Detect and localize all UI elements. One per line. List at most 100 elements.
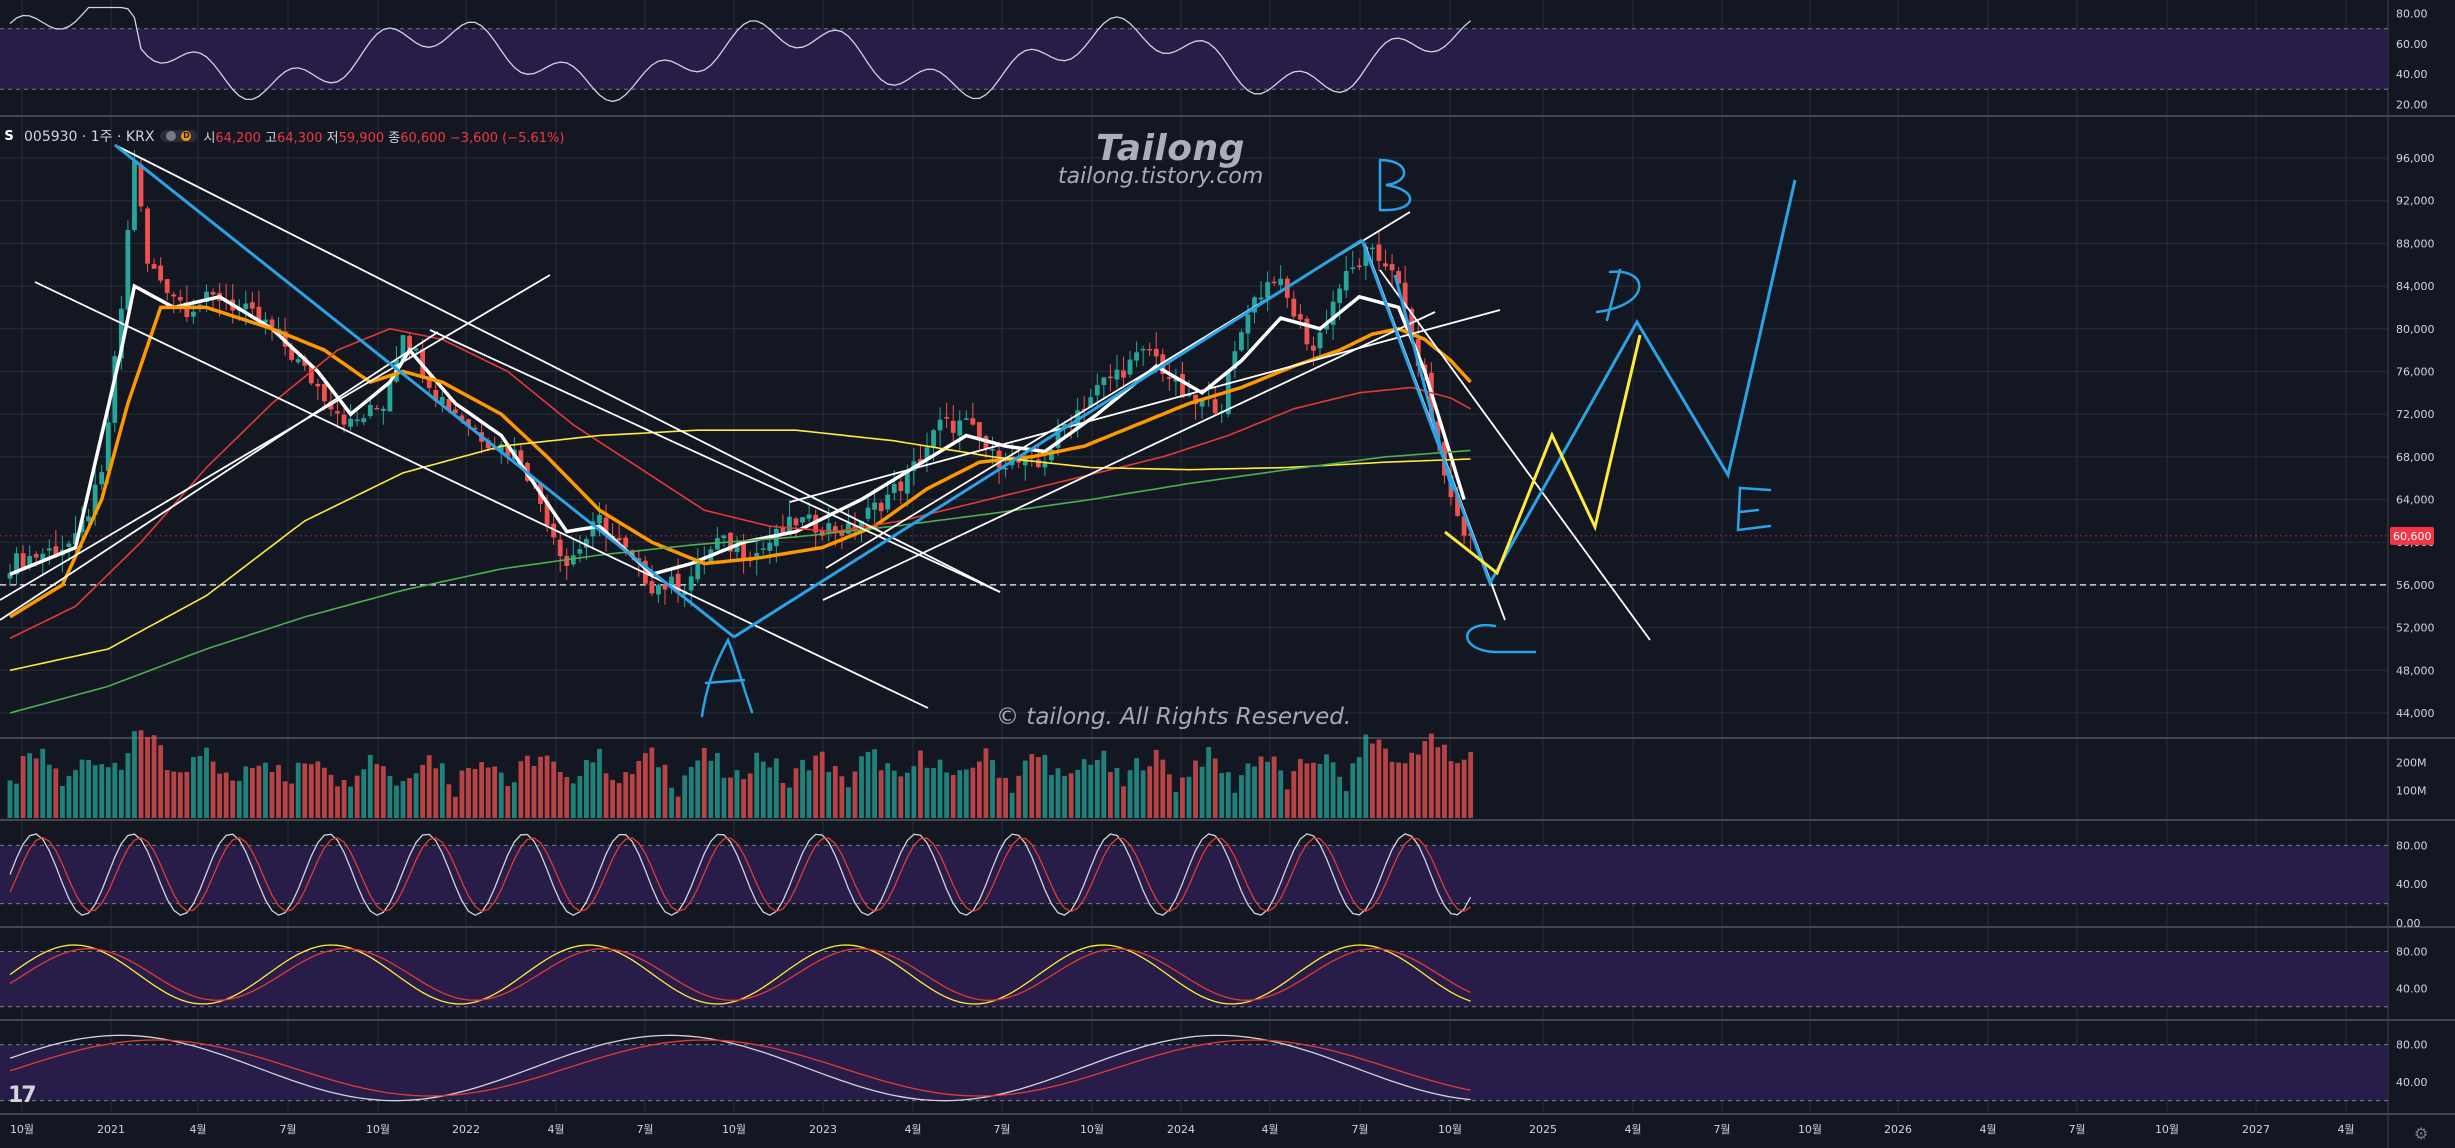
candle-body xyxy=(950,420,956,433)
volume-bar xyxy=(636,760,642,818)
volume-bar xyxy=(1173,792,1179,818)
candle-body xyxy=(688,576,694,591)
volume-bar xyxy=(171,771,177,818)
candle-body xyxy=(623,537,629,548)
candle-body xyxy=(433,390,439,401)
volume-bar xyxy=(728,777,733,818)
candle-body xyxy=(878,502,884,512)
x-tick-label: 4월 xyxy=(547,1123,564,1136)
candle-body xyxy=(544,501,550,526)
volume-bar xyxy=(27,753,33,818)
volume-bar xyxy=(944,772,950,818)
volume-bar xyxy=(269,772,275,818)
volume-bar xyxy=(1291,771,1297,818)
volume-bar xyxy=(498,772,504,818)
candle-body xyxy=(204,291,209,302)
volume-bar xyxy=(760,761,766,818)
volume-bars-group xyxy=(7,730,1474,818)
volume-bar xyxy=(204,747,209,818)
volume-bar xyxy=(191,757,196,818)
candle-body xyxy=(1055,427,1061,448)
moving-average-line xyxy=(9,305,1472,619)
candle-body xyxy=(891,483,897,493)
volume-bar xyxy=(184,771,190,818)
volume-bar xyxy=(918,750,923,818)
x-tick-label: 7월 xyxy=(2068,1123,2085,1136)
volume-bar xyxy=(66,776,72,818)
volume-tick-label: 200M xyxy=(2396,757,2427,770)
volume-bar xyxy=(341,780,347,818)
volume-bar xyxy=(446,784,452,818)
volume-bar xyxy=(747,773,753,818)
volume-bar xyxy=(669,787,674,818)
candle-body xyxy=(1212,399,1218,414)
candle-body xyxy=(649,581,655,594)
oscillator-tick-label: 80.00 xyxy=(2396,8,2428,21)
volume-bar xyxy=(1166,774,1172,818)
volume-bar xyxy=(1042,754,1048,818)
last-price-tag xyxy=(2390,526,2434,545)
settings-icon[interactable]: ⚙ xyxy=(2414,1124,2429,1143)
candle-body xyxy=(151,264,157,269)
volume-bar xyxy=(315,761,321,818)
candle-body xyxy=(1311,345,1316,351)
price-tick-label: 96,000 xyxy=(2396,152,2435,165)
trend-line xyxy=(34,281,929,709)
open-value: 64,200 xyxy=(215,130,261,146)
volume-bar xyxy=(708,760,714,818)
candle-body xyxy=(1245,314,1251,334)
volume-bar xyxy=(793,768,799,818)
volume-bar xyxy=(898,776,904,818)
candle-body xyxy=(1317,332,1323,349)
candle-body xyxy=(1370,247,1375,250)
candle-body xyxy=(780,527,786,534)
candle-body xyxy=(171,294,177,297)
candle-body xyxy=(505,445,511,457)
annotation-a-glyph xyxy=(700,637,754,718)
volume-bar xyxy=(145,737,150,818)
candle-body xyxy=(1337,288,1343,304)
candle-body xyxy=(819,530,825,536)
volume-bar xyxy=(924,767,930,818)
volume-bar xyxy=(92,765,98,818)
open-label: 시 xyxy=(203,130,216,146)
oscillator-tick-label: 40.00 xyxy=(2396,982,2428,995)
eye-icon[interactable] xyxy=(166,131,177,141)
visibility-pill[interactable]: D xyxy=(160,130,198,142)
volume-bar xyxy=(1153,749,1159,818)
volume-bar xyxy=(806,770,812,818)
volume-bar xyxy=(1206,746,1212,818)
candle-body xyxy=(1356,265,1362,267)
volume-bar xyxy=(1356,757,1362,818)
volume-bar xyxy=(20,756,26,818)
tradingview-logo[interactable]: 17 xyxy=(8,1083,37,1108)
x-tick-label: 7월 xyxy=(1351,1123,1368,1136)
volume-bar xyxy=(1409,752,1415,818)
price-tick-label: 64,000 xyxy=(2396,494,2435,507)
volume-bar xyxy=(1343,791,1349,818)
candle-body xyxy=(27,556,33,565)
candle-body xyxy=(1461,516,1467,536)
oscillator-line xyxy=(9,1039,1471,1097)
candle-body xyxy=(669,576,674,589)
volume-bar xyxy=(380,766,386,818)
candle-body xyxy=(1265,282,1270,298)
candle-body xyxy=(1376,244,1382,261)
volume-bar xyxy=(138,730,144,818)
candle-body xyxy=(492,448,498,451)
volume-bar xyxy=(86,759,91,818)
volume-bar xyxy=(1376,739,1382,818)
volume-bar xyxy=(459,770,465,818)
symbol-line[interactable]: 005930 · 1주 · KRX xyxy=(24,129,155,145)
volume-bar xyxy=(688,767,694,818)
volume-bar xyxy=(859,756,864,818)
oscillator-line xyxy=(9,1034,1471,1102)
candle-body xyxy=(1258,297,1264,300)
candle-body xyxy=(145,208,150,264)
candle-body xyxy=(662,584,668,590)
candle-body xyxy=(1271,281,1277,284)
volume-bar xyxy=(374,764,380,818)
price-tick-label: 88,000 xyxy=(2396,237,2435,250)
oscillator-tick-label: 80.00 xyxy=(2396,1039,2428,1052)
